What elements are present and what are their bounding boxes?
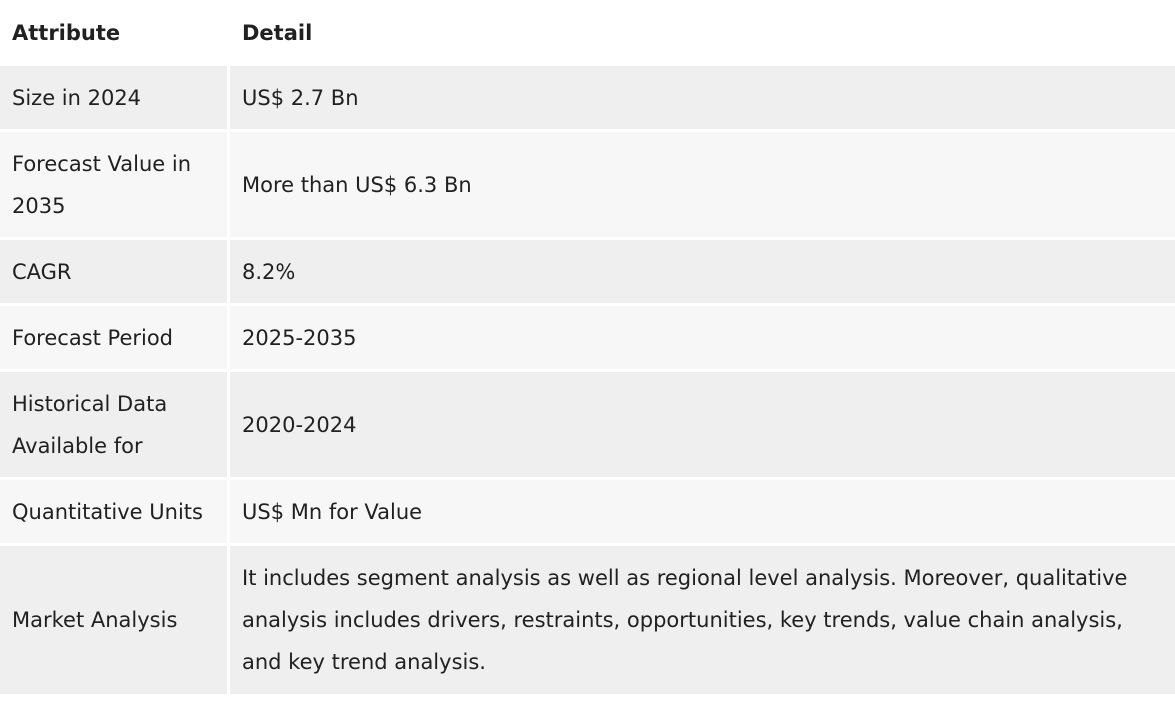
detail-cell: 8.2% — [230, 240, 1175, 306]
table-row: CAGR 8.2% — [0, 240, 1175, 306]
attribute-cell: CAGR — [0, 240, 230, 306]
detail-cell: US$ Mn for Value — [230, 480, 1175, 546]
detail-cell: US$ 2.7 Bn — [230, 66, 1175, 132]
attribute-cell: Forecast Value in 2035 — [0, 132, 230, 240]
table-row: Forecast Value in 2035 More than US$ 6.3… — [0, 132, 1175, 240]
table-row: Quantitative Units US$ Mn for Value — [0, 480, 1175, 546]
attribute-cell: Size in 2024 — [0, 66, 230, 132]
detail-cell: More than US$ 6.3 Bn — [230, 132, 1175, 240]
table-row: Historical Data Available for 2020-2024 — [0, 372, 1175, 480]
detail-cell: 2025-2035 — [230, 306, 1175, 372]
detail-column-header: Detail — [230, 0, 1175, 66]
detail-cell: It includes segment analysis as well as … — [230, 546, 1175, 697]
detail-cell: 2020-2024 — [230, 372, 1175, 480]
attribute-cell: Market Analysis — [0, 546, 230, 697]
table-row: Size in 2024 US$ 2.7 Bn — [0, 66, 1175, 132]
attribute-cell: Forecast Period — [0, 306, 230, 372]
table-row: Forecast Period 2025-2035 — [0, 306, 1175, 372]
market-attributes-table: Attribute Detail Size in 2024 US$ 2.7 Bn… — [0, 0, 1175, 697]
attribute-cell: Historical Data Available for — [0, 372, 230, 480]
table-row: Market Analysis It includes segment anal… — [0, 546, 1175, 697]
attribute-column-header: Attribute — [0, 0, 230, 66]
table-header-row: Attribute Detail — [0, 0, 1175, 66]
attribute-cell: Quantitative Units — [0, 480, 230, 546]
